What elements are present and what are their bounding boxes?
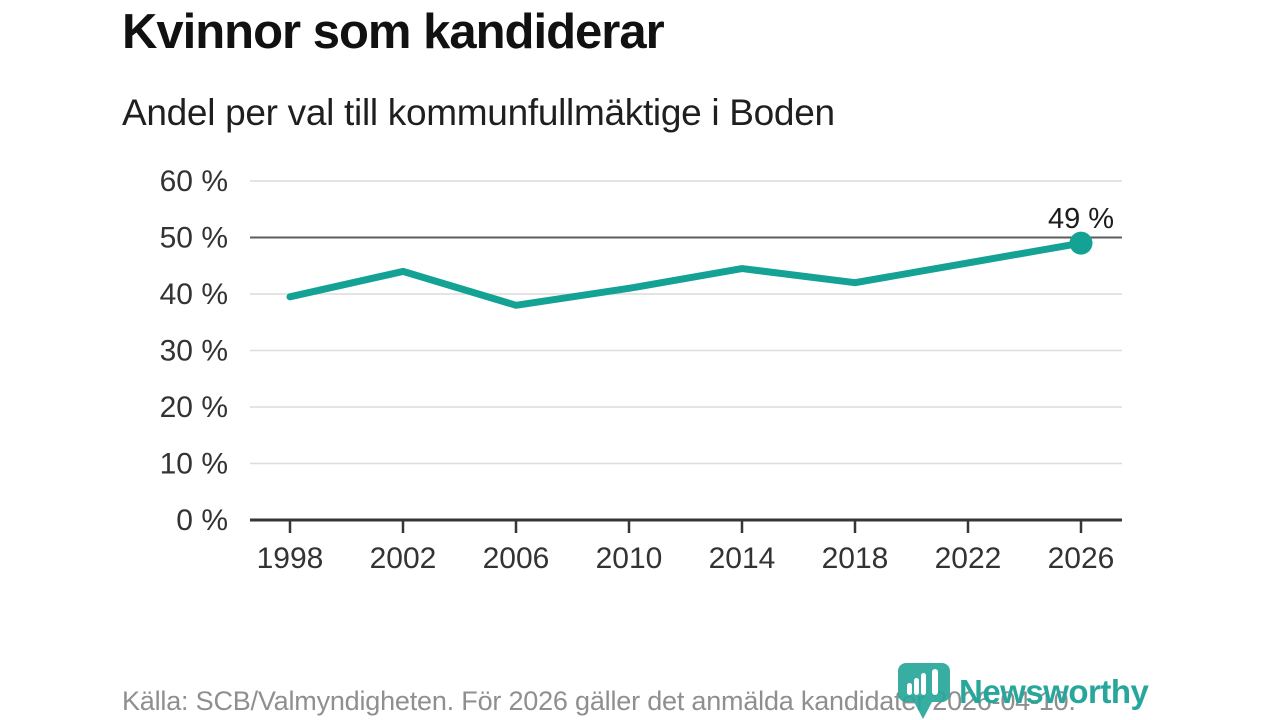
x-tick-label: 1998 [257, 542, 324, 575]
x-tick-label: 2006 [483, 542, 550, 575]
y-tick-label: 40 % [160, 278, 228, 311]
x-tick-label: 2018 [822, 542, 889, 575]
y-tick-label: 10 % [160, 448, 228, 481]
y-tick-label: 50 % [160, 222, 228, 255]
data-line-series [286, 239, 1085, 309]
value-annotation: 49 % [1048, 203, 1114, 235]
y-tick-label: 30 % [160, 335, 228, 368]
x-tick-label: 2026 [1048, 542, 1115, 575]
newsworthy-logo: Newsworthy [898, 663, 1149, 720]
chart-title: Kvinnor som kandiderar [122, 5, 665, 59]
x-tick-label: 2010 [596, 542, 663, 575]
y-tick-label: 60 % [160, 165, 228, 198]
bar-chart-map-pin-icon [898, 663, 950, 719]
y-tick-label: 20 % [160, 391, 228, 424]
last-point-marker [1069, 231, 1093, 255]
x-tick-label: 2014 [709, 542, 776, 575]
newsworthy-wordmark: Newsworthy [959, 672, 1149, 710]
chart-subtitle: Andel per val till kommunfullmäktige i B… [122, 92, 835, 133]
x-tick-label: 2002 [370, 542, 437, 575]
y-tick-label: 0 % [176, 504, 228, 537]
x-tick-label: 2022 [935, 542, 1002, 575]
